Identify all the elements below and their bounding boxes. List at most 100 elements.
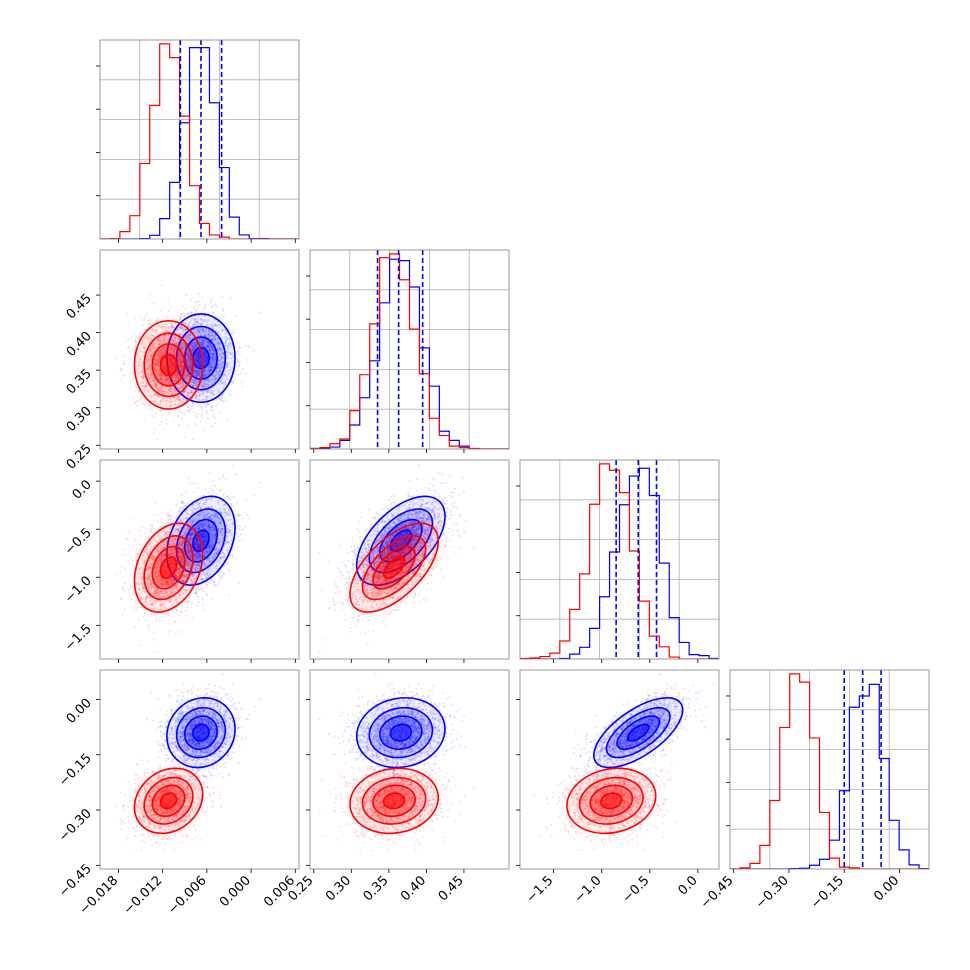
sample-point	[187, 357, 190, 360]
sample-point	[180, 345, 183, 348]
sample-point	[219, 371, 222, 374]
sample-point	[212, 320, 215, 323]
sample-point	[200, 389, 203, 392]
sample-point	[207, 349, 210, 352]
sample-point	[140, 398, 143, 401]
sample-point	[226, 347, 229, 350]
sample-point	[220, 395, 223, 398]
sample-point	[226, 361, 229, 364]
sample-point	[175, 376, 178, 379]
sample-point	[197, 329, 200, 332]
sample-point	[197, 364, 200, 367]
sample-point	[219, 361, 222, 364]
sample-point	[196, 375, 199, 378]
sample-point	[188, 357, 191, 360]
sample-point	[224, 382, 227, 385]
sample-point	[227, 349, 230, 352]
sample-point	[177, 351, 180, 354]
sample-point	[191, 438, 194, 441]
sample-point	[203, 429, 206, 432]
sample-point	[133, 390, 136, 393]
sample-point	[191, 342, 194, 345]
sample-point	[201, 341, 204, 344]
sample-point	[215, 305, 218, 308]
sample-point	[208, 349, 211, 352]
sample-point	[190, 313, 193, 316]
sample-point	[202, 397, 205, 400]
sample-point	[159, 309, 162, 312]
sample-point	[212, 350, 215, 353]
sample-point	[190, 389, 193, 392]
sample-point	[200, 323, 203, 326]
sample-point	[212, 354, 215, 357]
sample-point	[179, 357, 182, 360]
sample-point	[187, 349, 190, 352]
sample-point	[244, 525, 247, 528]
sample-point	[143, 318, 146, 321]
sample-point	[134, 345, 137, 348]
sample-point	[217, 573, 220, 576]
sample-point	[212, 413, 215, 416]
sample-point	[213, 378, 216, 381]
sample-point	[171, 315, 174, 318]
sample-point	[186, 332, 189, 335]
sample-point	[196, 355, 199, 358]
sample-point	[179, 411, 182, 414]
sample-point	[211, 338, 214, 341]
sample-point	[180, 371, 183, 374]
sample-point	[208, 371, 211, 374]
sample-point	[192, 403, 195, 406]
sample-point	[238, 361, 241, 364]
sample-point	[217, 364, 220, 367]
sample-point	[221, 295, 224, 298]
sample-point	[187, 353, 190, 356]
sample-point	[179, 368, 182, 371]
panel-0-0	[96, 39, 300, 243]
sample-point	[198, 364, 201, 367]
sample-point	[239, 346, 242, 349]
sample-point	[209, 342, 212, 345]
sample-point	[213, 371, 216, 374]
sample-point	[129, 380, 132, 383]
sample-point	[217, 370, 220, 373]
sample-point	[204, 303, 207, 306]
sample-point	[216, 402, 219, 405]
sample-point	[188, 332, 191, 335]
sample-point	[208, 333, 211, 336]
sample-point	[177, 376, 180, 379]
sample-point	[180, 347, 183, 350]
sample-point	[204, 346, 207, 349]
sample-point	[205, 328, 208, 331]
sample-point	[135, 400, 138, 403]
sample-point	[211, 409, 214, 412]
sample-point	[195, 369, 198, 372]
sample-point	[179, 355, 182, 358]
sample-point	[207, 369, 210, 372]
sample-point	[189, 391, 192, 394]
sample-point	[229, 394, 232, 397]
sample-point	[204, 384, 207, 387]
sample-point	[182, 347, 185, 350]
sample-point	[197, 379, 200, 382]
sample-point	[209, 341, 212, 344]
sample-point	[192, 381, 195, 384]
sample-point	[211, 305, 214, 308]
sample-point	[221, 382, 224, 385]
sample-point	[115, 357, 118, 360]
sample-point	[225, 399, 228, 402]
sample-point	[188, 410, 191, 413]
sample-point	[191, 381, 194, 384]
sample-point	[203, 370, 206, 373]
sample-point	[195, 301, 198, 304]
sample-point	[191, 346, 194, 349]
sample-point	[194, 396, 197, 399]
sample-point	[220, 570, 223, 573]
sample-point	[216, 348, 219, 351]
sample-point	[199, 371, 202, 374]
sample-point	[191, 379, 194, 382]
sample-point	[225, 339, 228, 342]
sample-point	[190, 343, 193, 346]
sample-point	[183, 390, 186, 393]
sample-point	[130, 386, 133, 389]
sample-point	[210, 365, 213, 368]
